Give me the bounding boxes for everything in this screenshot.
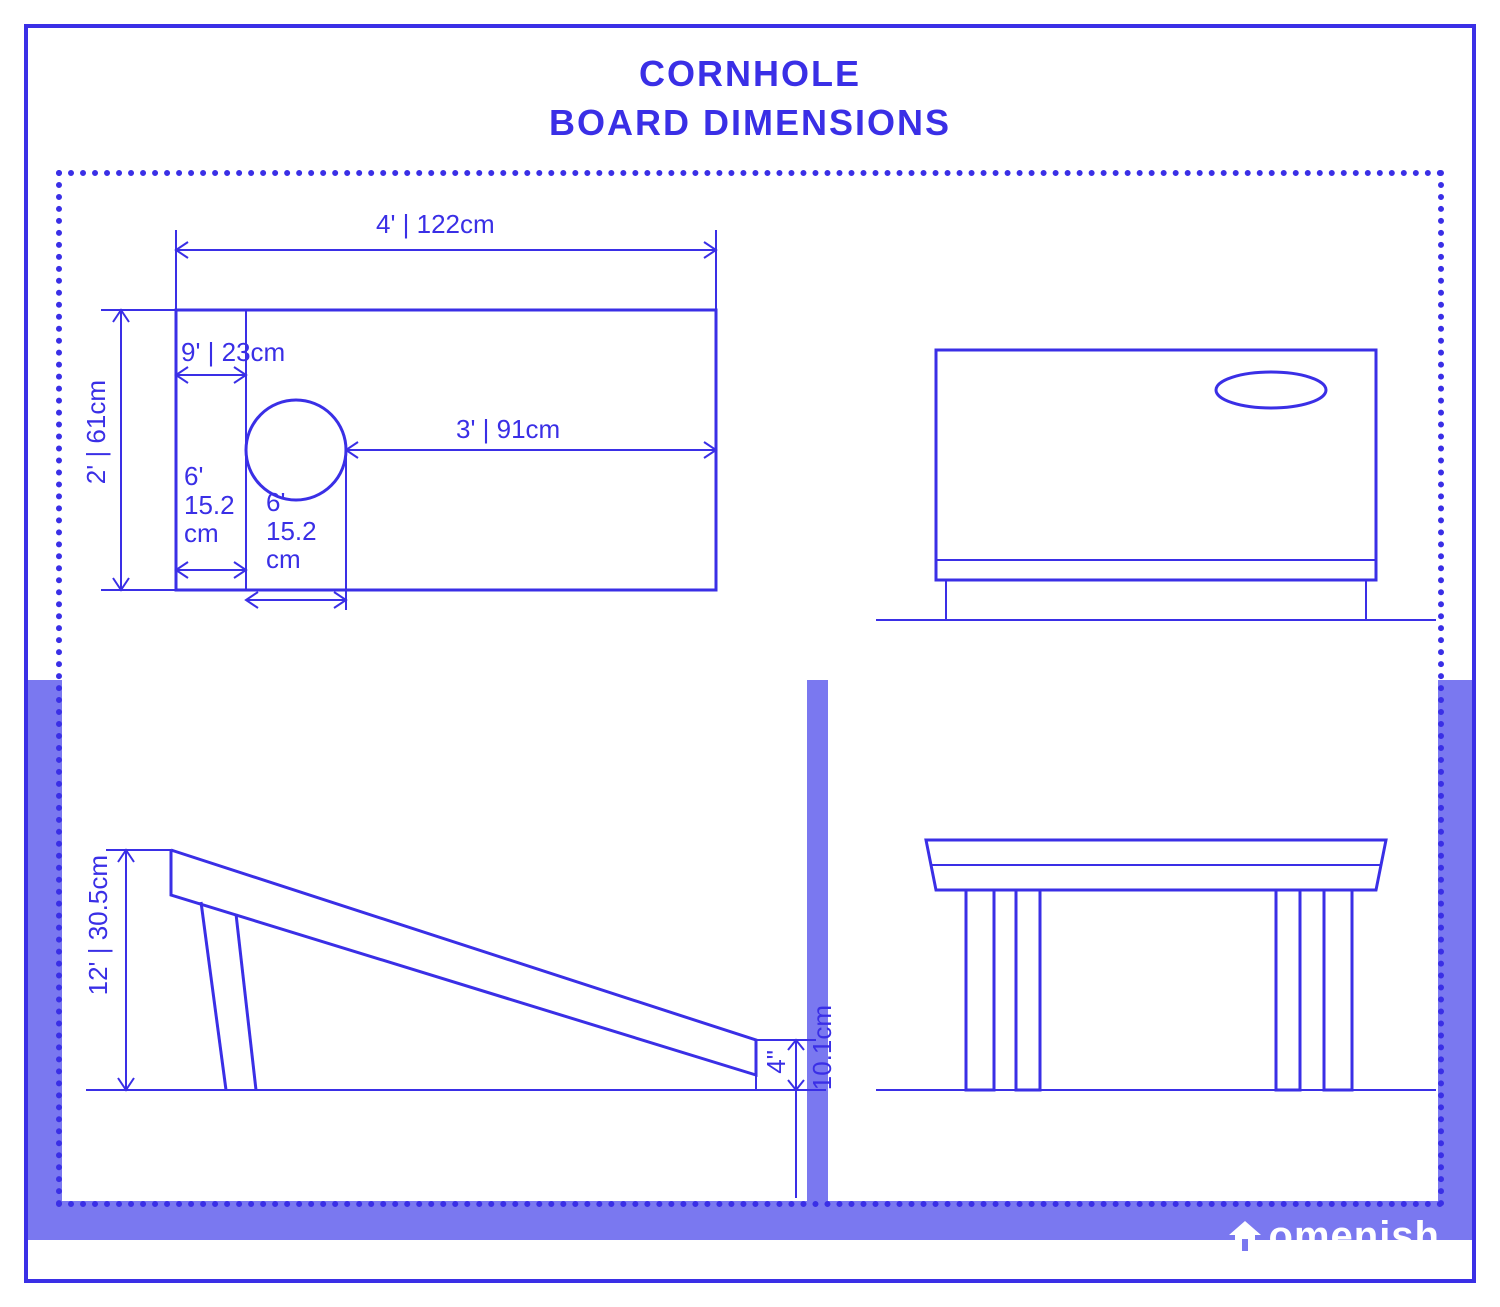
dim-front-height-in: 4" xyxy=(762,1050,792,1074)
dim-length: 4' | 122cm xyxy=(376,210,495,240)
dim-front-height-cm: 10.1cm xyxy=(808,1005,838,1090)
dim-hole-inset: 9' | 23cm xyxy=(181,338,285,368)
top-view xyxy=(56,170,816,690)
front-view xyxy=(876,730,1436,1150)
drawing-area: 4' | 122cm 2' | 61cm 9' | 23cm 3' | 91cm… xyxy=(56,170,1444,1207)
title-line-2: BOARD DIMENSIONS xyxy=(549,102,951,143)
side-view xyxy=(56,730,836,1150)
title-line-1: CORNHOLE xyxy=(639,53,861,94)
dim-back-height: 12' | 30.5cm xyxy=(84,855,114,995)
brand-logo: omenish xyxy=(1225,1214,1440,1259)
brand-text: omenish xyxy=(1269,1214,1440,1259)
dim-hole-dia-right: 6' 15.2 cm xyxy=(266,488,317,574)
dim-width: 2' | 61cm xyxy=(82,380,112,484)
house-icon xyxy=(1225,1217,1265,1257)
back-view xyxy=(876,290,1436,650)
dim-hole-dia-left: 6' 15.2 cm xyxy=(184,462,235,548)
dim-hole-to-end: 3' | 91cm xyxy=(456,415,560,445)
diagram-title: CORNHOLE BOARD DIMENSIONS xyxy=(0,50,1500,147)
